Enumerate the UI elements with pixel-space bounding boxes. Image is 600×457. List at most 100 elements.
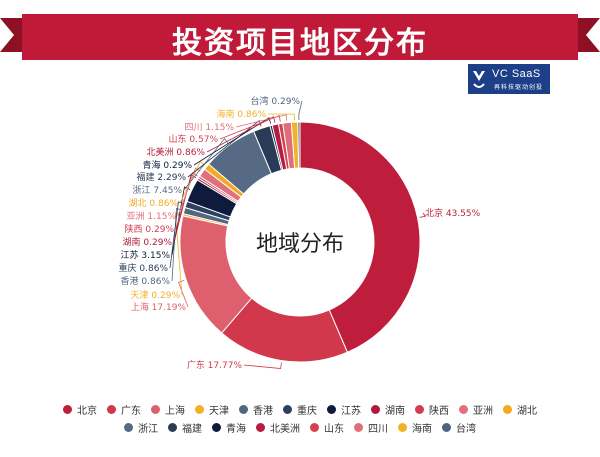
legend-swatch-icon (415, 404, 424, 414)
legend-row: 北京 广东 上海 天津 香港 重庆 江苏 湖南 陕西 亚洲 湖北 (20, 400, 580, 418)
legend-swatch-icon (327, 404, 336, 414)
data-label: 北美洲 0.86% (147, 146, 206, 158)
data-label: 福建 2.29% (137, 171, 187, 183)
legend-swatch-icon (212, 422, 221, 432)
legend-label: 海南 (412, 423, 432, 435)
logo-tagline: 再科技驱动创投 (494, 85, 544, 91)
data-label: 上海 17.19% (131, 301, 187, 313)
data-label: 重庆 0.86% (119, 262, 169, 274)
label-leader-line (187, 120, 262, 178)
label-leader-line (169, 201, 185, 269)
legend-item[interactable]: 湖北 (503, 402, 537, 417)
legend-swatch-icon (371, 404, 380, 414)
legend-item[interactable]: 福建 (168, 420, 202, 435)
legend-label: 青海 (226, 423, 246, 435)
label-leader-line (193, 117, 271, 166)
label-leader-line (206, 116, 276, 153)
legend-label: 香港 (253, 405, 273, 417)
label-leader-line (235, 114, 288, 128)
data-label: 四川 1.15% (185, 123, 235, 133)
title-ribbon (0, 14, 600, 60)
legend-label: 上海 (165, 405, 185, 417)
legend-label: 广东 (121, 405, 141, 417)
legend-item[interactable]: 四川 (354, 420, 388, 435)
legend-swatch-icon (195, 404, 204, 414)
legend-swatch-icon (168, 422, 177, 432)
legend-item[interactable]: 湖南 (371, 402, 405, 417)
legend-swatch-icon (124, 422, 133, 432)
legend-label: 陕西 (429, 405, 449, 417)
legend-item[interactable]: 广东 (107, 402, 141, 417)
label-leader-line (177, 167, 201, 217)
legend-item[interactable]: 青海 (212, 420, 246, 435)
legend-swatch-icon (310, 422, 319, 432)
label-leader-line (243, 362, 282, 369)
label-leader-line (179, 160, 206, 204)
label-leader-line (419, 212, 427, 218)
legend-swatch-icon (503, 404, 512, 414)
legend-label: 江苏 (341, 405, 361, 417)
label-leader-line (219, 115, 281, 140)
legend-item[interactable]: 重庆 (283, 402, 317, 417)
page-title: 投资项目地区分布 (172, 26, 428, 61)
logo-text: VC SaaS (492, 68, 541, 80)
legend-label: 亚洲 (473, 405, 493, 417)
label-leader-line (177, 280, 189, 308)
legend-label: 台湾 (456, 423, 476, 435)
legend-item[interactable]: 江苏 (327, 402, 361, 417)
label-leaders (169, 100, 427, 369)
data-label: 湖南 0.29% (123, 236, 173, 248)
legend-label: 湖南 (385, 405, 405, 417)
legend-swatch-icon (239, 404, 248, 414)
legend-swatch-icon (256, 422, 265, 432)
data-label: 亚洲 1.15% (127, 211, 177, 222)
legend-item[interactable]: 陕西 (415, 402, 449, 417)
slice-1[interactable] (299, 121, 421, 353)
donut-slices (179, 121, 421, 363)
legend-item[interactable]: 山东 (310, 420, 344, 435)
legend-label: 北京 (77, 405, 97, 417)
data-label: 陕西 0.29% (125, 223, 175, 235)
legend-label: 四川 (368, 423, 388, 435)
legend-item[interactable]: 海南 (398, 420, 432, 435)
chart-legend: 北京 广东 上海 天津 香港 重庆 江苏 湖南 陕西 亚洲 湖北 浙江 福建 青海 北美洲 山东 四川 海南 台湾 (20, 400, 580, 436)
legend-item[interactable]: 上海 (151, 402, 185, 417)
legend-item[interactable]: 亚洲 (459, 402, 493, 417)
legend-swatch-icon (63, 404, 72, 414)
data-label: 湖北 0.86% (129, 198, 179, 209)
legend-item[interactable]: 天津 (195, 402, 229, 417)
legend-swatch-icon (354, 422, 363, 432)
legend-swatch-icon (107, 404, 116, 414)
data-label: 山东 0.57% (169, 133, 219, 145)
data-label: 浙江 7.45% (133, 184, 183, 196)
legend-item[interactable]: 浙江 (124, 420, 158, 435)
logo-mark-icon (473, 71, 485, 88)
legend-item[interactable]: 香港 (239, 402, 273, 417)
legend-label: 山东 (324, 423, 344, 435)
legend-label: 天津 (209, 405, 229, 417)
data-label: 天津 0.29% (131, 290, 181, 301)
legend-item[interactable]: 台湾 (442, 420, 476, 435)
legend-swatch-icon (151, 404, 160, 414)
legend-swatch-icon (442, 422, 451, 432)
data-label: 海南 0.86% (217, 108, 267, 120)
legend-label: 浙江 (138, 423, 158, 435)
legend-row: 浙江 福建 青海 北美洲 山东 四川 海南 台湾 (20, 418, 580, 436)
legend-swatch-icon (398, 422, 407, 432)
data-label: 青海 0.29% (143, 159, 193, 171)
slice-19[interactable] (297, 121, 301, 169)
label-leader-line (267, 113, 295, 121)
legend-label: 重庆 (297, 405, 317, 417)
vc-saas-logo: VC SaaS 再科技驱动创投 (468, 64, 550, 94)
data-label: 广东 17.77% (187, 359, 243, 371)
data-labels: 北京 43.55% 广东 17.77% 上海 17.19%天津 0.29% 香港 0.… (119, 95, 481, 371)
data-label: 北京 43.55% (425, 207, 481, 219)
legend-label: 湖北 (517, 405, 537, 417)
legend-label: 北美洲 (270, 423, 300, 435)
donut-center-label: 地域分布 (256, 232, 344, 257)
data-label: 香港 0.86% (121, 275, 171, 287)
legend-item[interactable]: 北京 (63, 402, 97, 417)
label-leader-line (298, 100, 303, 121)
legend-item[interactable]: 北美洲 (256, 420, 300, 435)
